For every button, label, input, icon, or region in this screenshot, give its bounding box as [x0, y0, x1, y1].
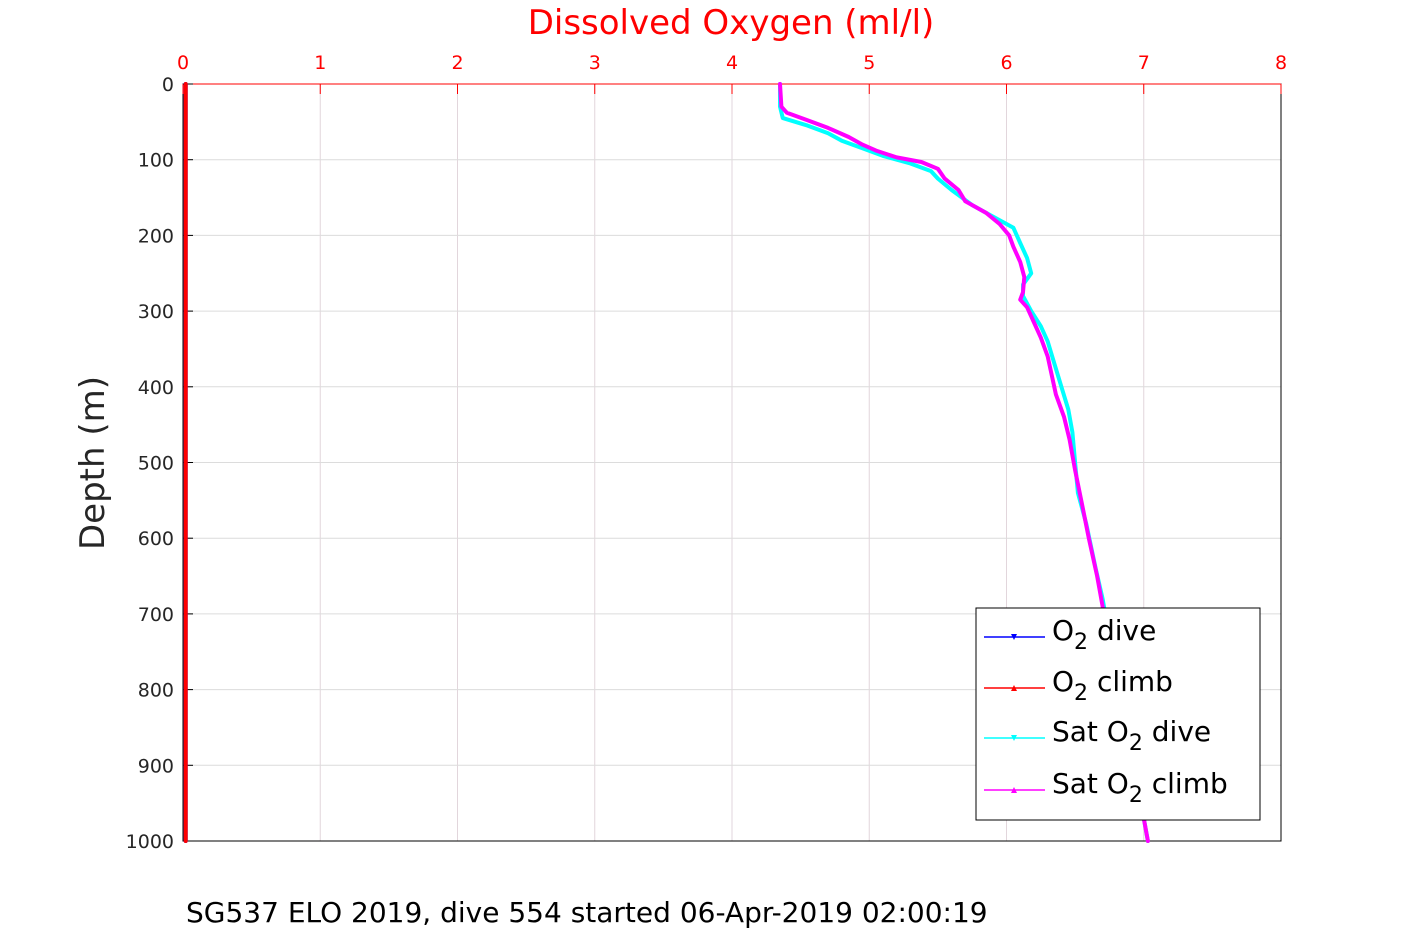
y-tick-label: 300	[138, 301, 174, 323]
series-line-sat_climb	[778, 82, 1150, 843]
x-tick-label: 4	[726, 52, 738, 74]
legend-label-sat_climb: Sat O2 climb	[1052, 767, 1228, 808]
y-tick-label: 700	[138, 604, 174, 626]
legend-label-o2_climb: O2 climb	[1052, 665, 1173, 706]
x-tick-label: 2	[451, 52, 463, 74]
legend-marker-o2_climb	[1011, 685, 1017, 691]
x-tick-label: 7	[1138, 52, 1150, 74]
y-tick-label: 800	[138, 680, 174, 702]
x-tick-label: 6	[1000, 52, 1012, 74]
x-tick-label: 3	[589, 52, 601, 74]
chart-title: Dissolved Oxygen (ml/l)	[528, 3, 935, 43]
legend-marker-sat_climb	[1011, 787, 1017, 793]
y-tick-label: 0	[162, 74, 174, 96]
y-tick-label: 400	[138, 377, 174, 399]
chart-caption: SG537 ELO 2019, dive 554 started 06-Apr-…	[186, 896, 988, 929]
y-tick-label: 500	[138, 453, 174, 475]
x-tick-label: 5	[863, 52, 875, 74]
x-tick-label: 8	[1275, 52, 1287, 74]
y-tick-label: 200	[138, 225, 174, 247]
y-tick-label: 1000	[126, 831, 174, 853]
legend-label-o2_dive: O2 dive	[1052, 614, 1156, 655]
x-tick-label: 1	[314, 52, 326, 74]
legend-marker-sat_dive	[1011, 735, 1017, 741]
y-tick-label: 100	[138, 150, 174, 172]
legend-label-sat_dive: Sat O2 dive	[1052, 715, 1211, 756]
y-tick-label: 600	[138, 528, 174, 550]
x-axis-ticks: 0 1 2 3 4 5 6 7 8	[177, 52, 1287, 94]
y-tick-label: 900	[138, 755, 174, 777]
legend: O2 dive O2 climb Sat O2 dive Sat O2 climb	[975, 607, 1261, 821]
legend-box	[975, 607, 1261, 821]
y-axis-ticks: 0 100 200 300 400 500 600 700 800 900 1000	[126, 74, 193, 853]
legend-marker-o2_dive	[1011, 634, 1017, 640]
y-axis-label: Depth (m)	[73, 376, 113, 550]
x-tick-label: 0	[177, 52, 189, 74]
